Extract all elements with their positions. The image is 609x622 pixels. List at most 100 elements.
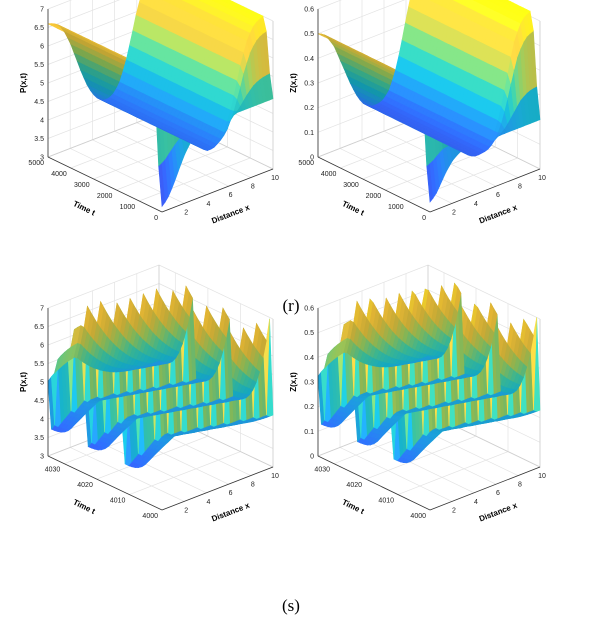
x-tick-label: 2 <box>452 209 456 216</box>
y-tick-label: 4000 <box>51 171 67 178</box>
z-tick-label: 5.5 <box>34 62 44 69</box>
z-tick-label: 0 <box>310 155 314 162</box>
surface-plot-2: 24681001000200030004000500000.10.20.30.4… <box>289 0 546 226</box>
z-tick-label: 3 <box>40 155 44 162</box>
y-tick-label: 4010 <box>378 498 394 505</box>
y-axis-label: Time t <box>72 498 97 517</box>
y-tick-label: 0 <box>154 215 158 222</box>
x-tick-label: 4 <box>206 499 210 506</box>
surface-patch <box>212 0 219 3</box>
x-tick-label: 8 <box>518 482 522 489</box>
x-tick-label: 6 <box>229 192 233 199</box>
surface-patch <box>159 0 167 14</box>
z-tick-label: 6 <box>40 44 44 51</box>
x-axis-label: Distance x <box>210 203 251 226</box>
z-tick-label: 5 <box>40 81 44 88</box>
z-tick-label: 7 <box>40 306 44 313</box>
surface-plot-3: 246810400040104020403033.544.555.566.57D… <box>19 264 279 524</box>
z-tick-label: 0.3 <box>304 81 314 88</box>
y-tick-label: 1000 <box>388 204 404 211</box>
x-tick-label: 6 <box>496 192 500 199</box>
x-tick-label: 6 <box>496 490 500 497</box>
x-axis-label: Distance x <box>210 501 251 524</box>
surface-patch <box>175 0 184 9</box>
surface-patch <box>162 0 168 2</box>
y-tick-label: 4020 <box>77 482 93 489</box>
x-tick-label: 2 <box>184 507 188 514</box>
y-tick-label: 4000 <box>142 513 158 520</box>
surface-patch <box>152 0 160 11</box>
surface-patch <box>145 0 152 8</box>
surface-patch <box>155 0 164 13</box>
surface-plot-1: 24681001000200030004000500033.544.555.56… <box>19 0 279 226</box>
z-tick-label: 0.2 <box>304 105 314 112</box>
y-tick-label: 2000 <box>366 193 382 200</box>
x-tick-label: 8 <box>251 184 255 191</box>
tick-labels: 24681001000200030004000500033.544.555.56… <box>28 7 279 223</box>
y-tick-label: 2000 <box>97 193 113 200</box>
axis-lines <box>47 9 274 213</box>
y-tick-label: 0 <box>422 215 426 222</box>
z-tick-label: 0.3 <box>304 380 314 387</box>
z-tick-label: 7 <box>40 7 44 14</box>
x-tick-label: 10 <box>271 175 279 182</box>
surface-mesh <box>317 282 541 464</box>
x-tick-label: 2 <box>452 507 456 514</box>
z-tick-label: 5 <box>40 380 44 387</box>
surface-patch <box>142 0 148 6</box>
panel-caption-r: (r) <box>282 296 300 315</box>
surface-patch <box>225 0 234 5</box>
y-tick-label: 4000 <box>410 513 426 520</box>
z-tick-label: 6.5 <box>34 324 44 331</box>
x-tick-label: 4 <box>474 201 478 208</box>
z-tick-label: 3.5 <box>34 435 44 442</box>
surface-patch <box>222 0 230 3</box>
y-axis-label: Time t <box>341 199 366 218</box>
surface-patch <box>185 0 192 4</box>
x-axis-label: Distance x <box>478 501 519 524</box>
surface-mesh <box>47 0 274 208</box>
x-tick-label: 10 <box>271 473 279 480</box>
y-tick-label: 4030 <box>45 467 61 474</box>
z-axis-label: P(x,t) <box>19 73 28 93</box>
z-tick-label: 0.6 <box>304 7 314 14</box>
y-tick-label: 4010 <box>110 498 126 505</box>
z-tick-label: 3.5 <box>34 136 44 143</box>
z-tick-label: 5.5 <box>34 361 44 368</box>
surface-patch <box>139 0 145 4</box>
x-tick-label: 10 <box>538 473 546 480</box>
z-tick-label: 3 <box>40 454 44 461</box>
z-tick-label: 4 <box>40 417 44 424</box>
z-tick-label: 0.2 <box>304 404 314 411</box>
surface-patch <box>165 0 172 4</box>
surface-patch <box>182 0 188 3</box>
z-tick-label: 0 <box>310 454 314 461</box>
surface-patch <box>199 0 205 3</box>
y-tick-label: 1000 <box>120 204 136 211</box>
surface-patch <box>202 0 210 4</box>
z-tick-label: 6 <box>40 343 44 350</box>
z-tick-label: 0.4 <box>304 56 314 63</box>
y-tick-label: 3000 <box>74 182 90 189</box>
x-tick-label: 8 <box>251 482 255 489</box>
z-axis-label: Z(x,t) <box>289 73 298 93</box>
z-tick-label: 4 <box>40 118 44 125</box>
x-tick-label: 4 <box>474 499 478 506</box>
surface-patch <box>503 0 511 5</box>
surface-patch <box>169 0 176 6</box>
surface-plot-4: 246810400040104020403000.10.20.30.40.50.… <box>289 264 546 524</box>
surface-patch <box>211 0 214 1</box>
panel-caption-s: (s) <box>282 596 300 615</box>
y-tick-label: 4020 <box>346 482 362 489</box>
y-tick-label: 4000 <box>321 171 337 178</box>
z-tick-label: 6.5 <box>34 25 44 32</box>
z-tick-label: 0.1 <box>304 429 314 436</box>
surface-patch <box>189 0 196 6</box>
surface-mesh <box>317 0 541 203</box>
z-tick-label: 0.5 <box>304 31 314 38</box>
z-tick-label: 0.4 <box>304 355 314 362</box>
z-tick-label: 0.1 <box>304 130 314 137</box>
surface-patch <box>220 0 225 2</box>
y-tick-label: 3000 <box>343 182 359 189</box>
